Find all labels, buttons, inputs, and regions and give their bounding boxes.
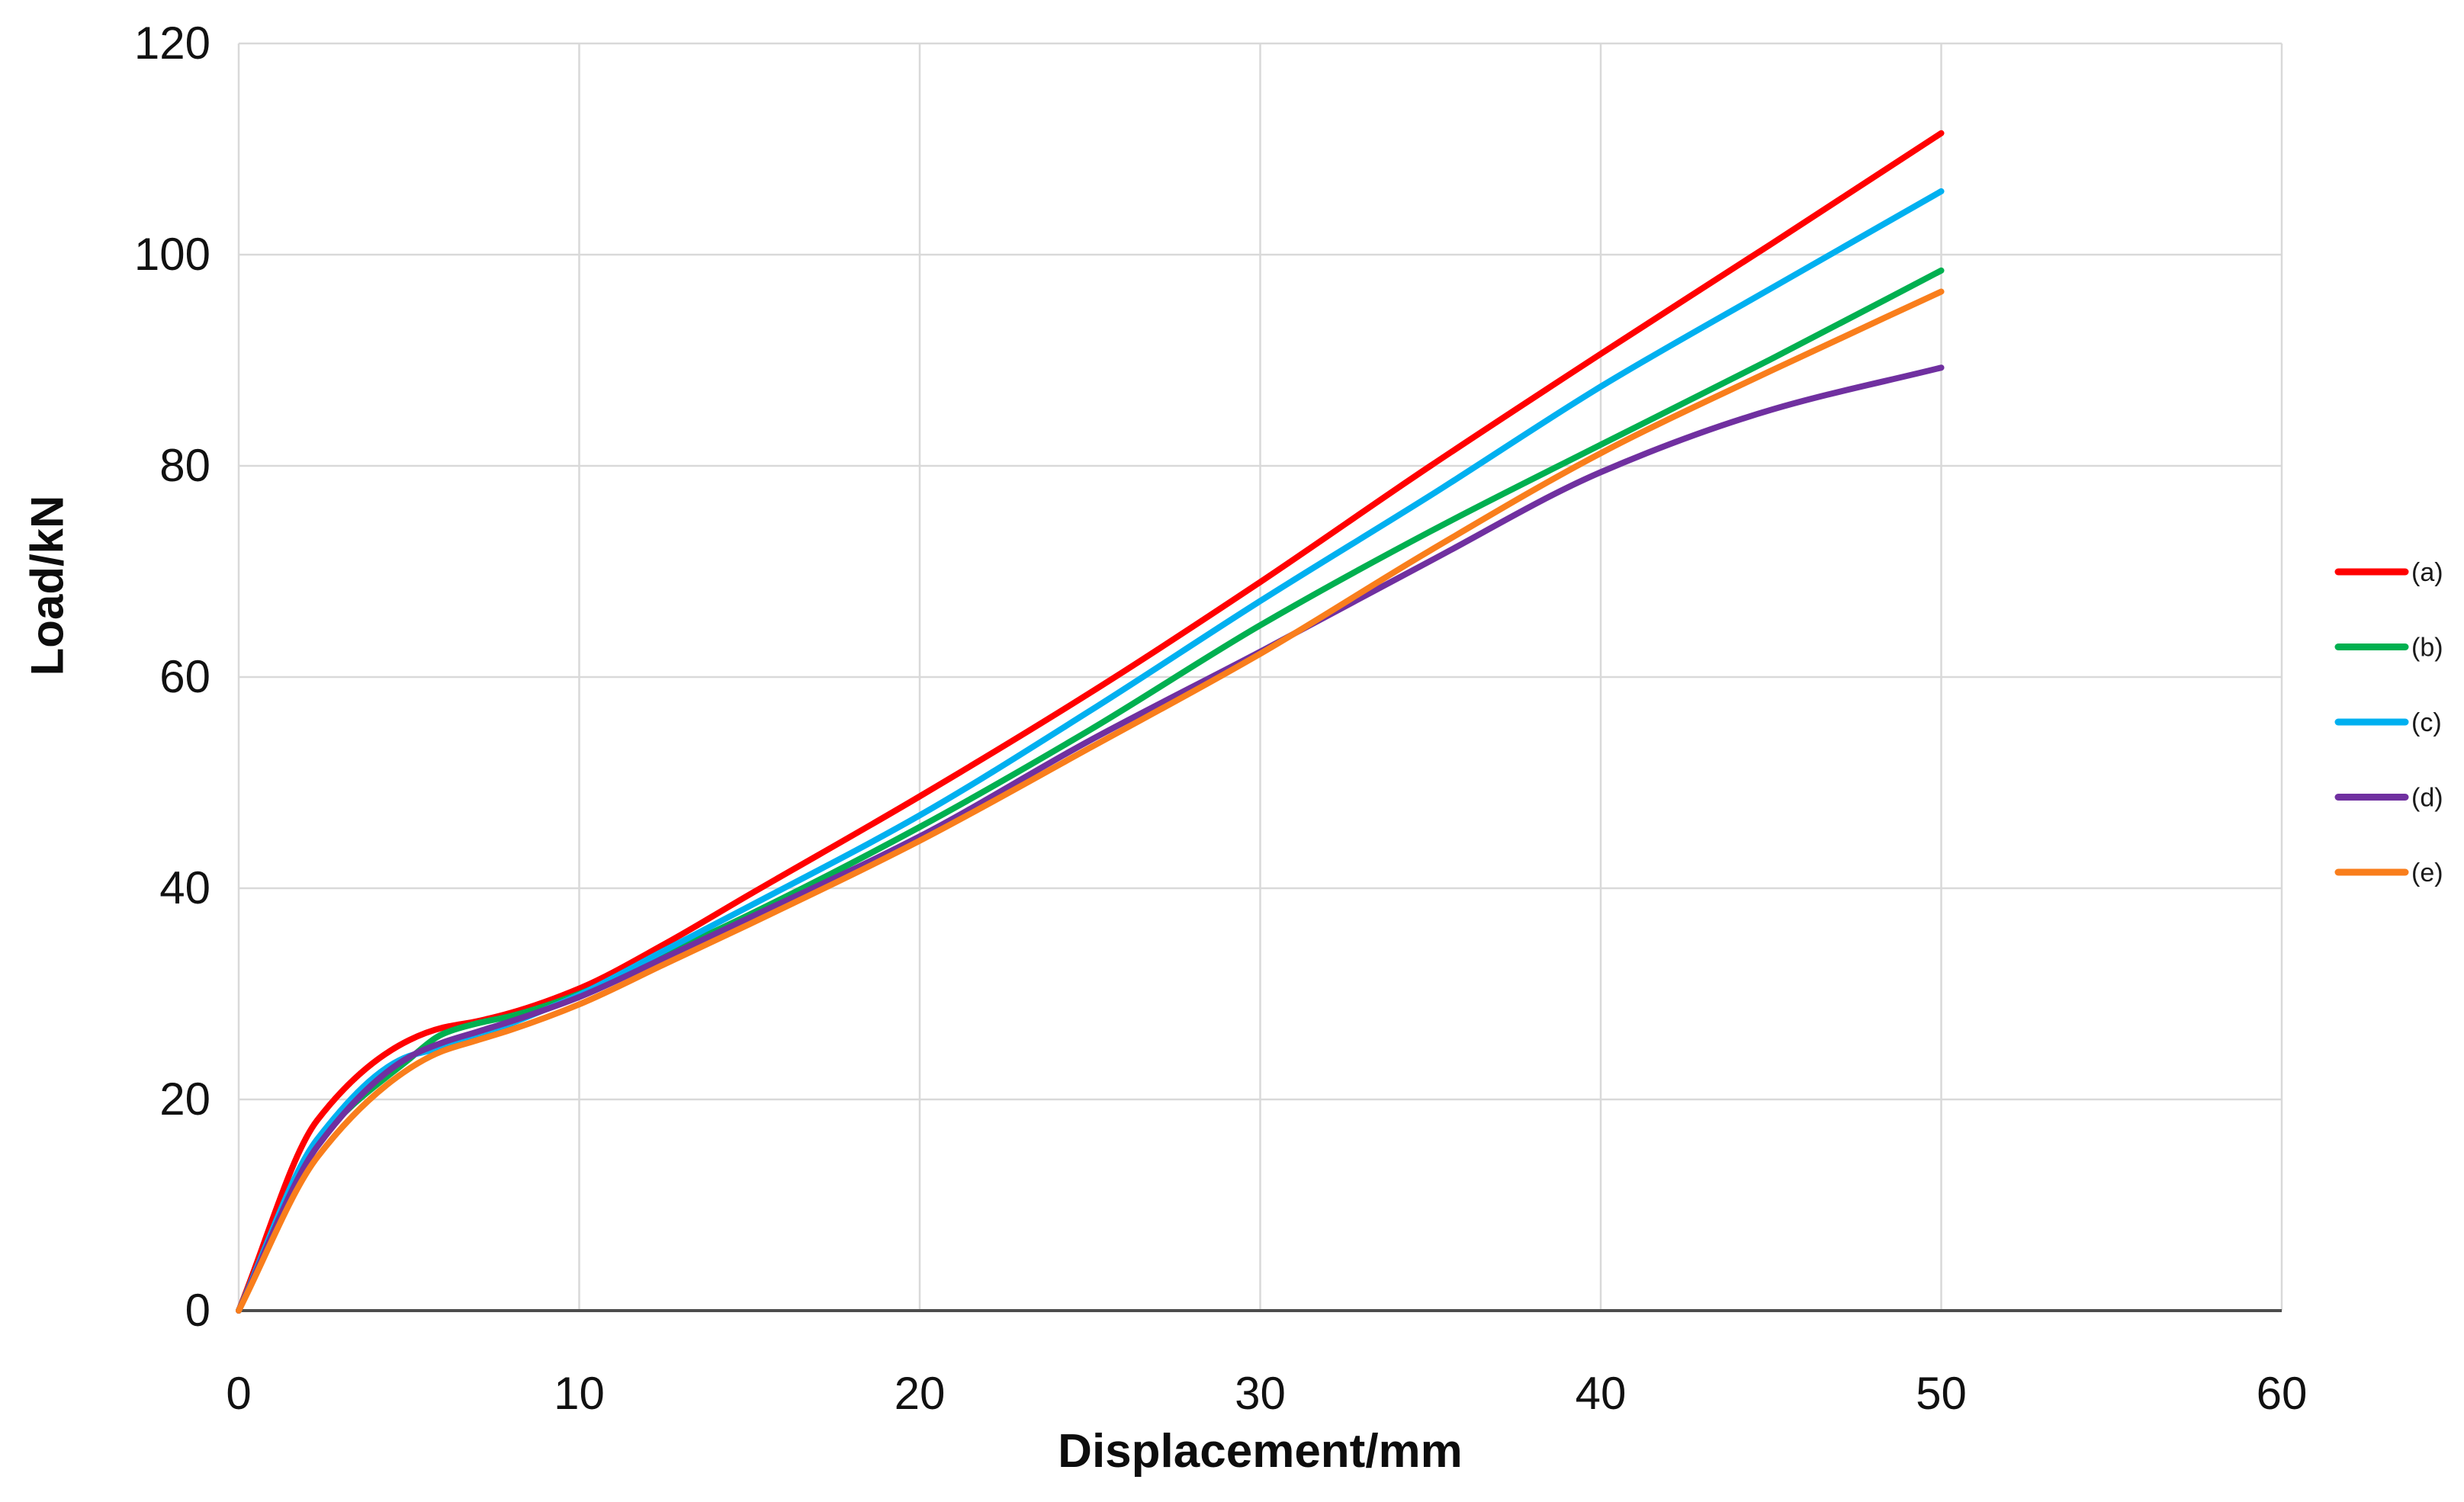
- y-tick-label: 40: [159, 862, 210, 913]
- series-line-a: [236, 130, 1945, 1314]
- series-line-e: [236, 288, 1945, 1314]
- y-tick-label: 80: [159, 440, 210, 491]
- x-tick-label: 0: [226, 1368, 251, 1419]
- series-line-d: [236, 364, 1945, 1314]
- series-line-c: [236, 188, 1945, 1314]
- y-tick-label: 100: [134, 229, 210, 280]
- y-tick-label: 60: [159, 651, 210, 702]
- legend-label-d: (d): [2411, 784, 2443, 813]
- legend-label-b: (b): [2411, 634, 2443, 663]
- y-tick-label: 20: [159, 1074, 210, 1125]
- series-line-b: [236, 267, 1945, 1314]
- x-tick-label: 20: [895, 1368, 946, 1419]
- legend-label-e: (e): [2411, 859, 2443, 887]
- x-axis-title: Displacement/mm: [1058, 1425, 1463, 1478]
- y-tick-label: 0: [185, 1285, 210, 1336]
- x-tick-label: 50: [1916, 1368, 1967, 1419]
- y-tick-label: 120: [134, 18, 210, 69]
- x-tick-label: 30: [1235, 1368, 1286, 1419]
- legend-label-c: (c): [2411, 708, 2442, 737]
- x-tick-label: 40: [1576, 1368, 1627, 1419]
- x-tick-label: 60: [2257, 1368, 2308, 1419]
- legend-label-a: (a): [2411, 558, 2443, 587]
- x-tick-label: 10: [554, 1368, 605, 1419]
